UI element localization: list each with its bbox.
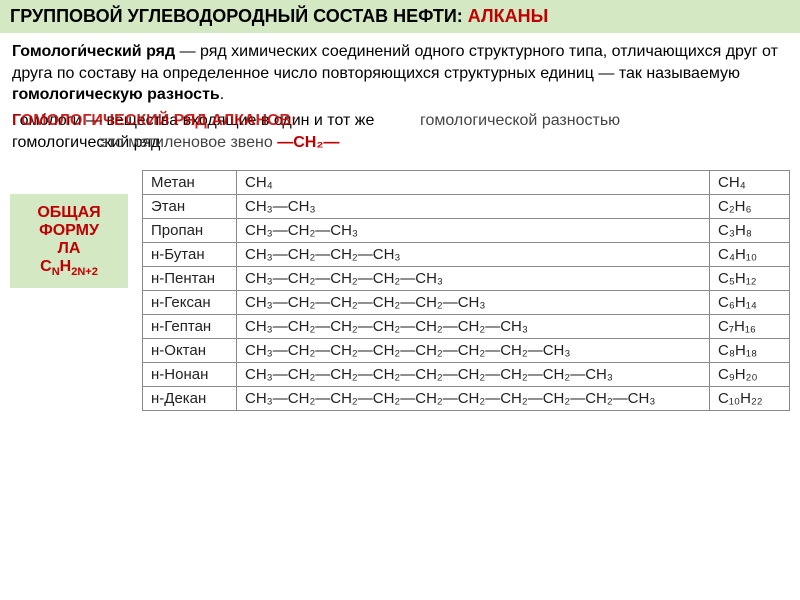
behind-text-1: гомологической разностью xyxy=(420,110,620,132)
alkane-structure: CH₃—CH₂—CH₂—CH₂—CH₃ xyxy=(237,266,710,290)
alkane-name: н-Гексан xyxy=(143,290,237,314)
alkane-molecular: C₇H₁₆ xyxy=(710,314,790,338)
alkane-name: Метан xyxy=(143,170,237,194)
alkane-structure: CH₃—CH₂—CH₂—CH₃ xyxy=(237,242,710,266)
header-alkany: АЛКАНЫ xyxy=(468,6,548,26)
general-formula-box: ОБЩАЯ ФОРМУ ЛА CNH2N+2 xyxy=(10,194,128,288)
header-prefix: ГРУППОВОЙ УГЛЕВОДОРОДНЫЙ СОСТАВ НЕФТИ: xyxy=(10,6,468,26)
table-row: н-ОктанCH₃—CH₂—CH₂—CH₂—CH₂—CH₂—CH₂—CH₃C₈… xyxy=(143,338,790,362)
alkane-molecular: C₉H₂₀ xyxy=(710,362,790,386)
table-row: н-ПентанCH₃—CH₂—CH₂—CH₂—CH₃C₅H₁₂ xyxy=(143,266,790,290)
alkane-name: н-Бутан xyxy=(143,242,237,266)
red-heading: ГОМОЛОГИЧЕСКИЙ РЯД АЛКАНОВ: xyxy=(12,110,296,132)
table-row: ПропанCH₃—CH₂—CH₃C₃H₈ xyxy=(143,218,790,242)
formula-l3: ЛА xyxy=(18,240,120,258)
alkane-structure: CH₃—CH₂—CH₂—CH₂—CH₂—CH₂—CH₂—CH₂—CH₂—CH₃ xyxy=(237,386,710,410)
definition-term: Гомологи́ческий ряд xyxy=(12,43,175,60)
table-row: н-ГексанCH₃—CH₂—CH₂—CH₂—CH₂—CH₃C₆H₁₄ xyxy=(143,290,790,314)
alkane-molecular: C₃H₈ xyxy=(710,218,790,242)
definition-block: Гомологи́ческий ряд — ряд химических сое… xyxy=(0,33,800,110)
table-row: ЭтанCH₃—CH₃C₂H₆ xyxy=(143,194,790,218)
alkane-structure: CH₃—CH₃ xyxy=(237,194,710,218)
formula-n2: 2N+2 xyxy=(71,266,98,278)
alkanes-tbody: МетанCH₄CH₄ЭтанCH₃—CH₃C₂H₆ПропанCH₃—CH₂—… xyxy=(143,170,790,410)
alkanes-table: МетанCH₄CH₄ЭтанCH₃—CH₃C₂H₆ПропанCH₃—CH₂—… xyxy=(142,170,790,411)
overlap-region: Гомо́логи — вещества входящие в один и т… xyxy=(0,110,800,158)
formula-h: H xyxy=(60,258,72,275)
alkane-structure: CH₃—CH₂—CH₂—CH₂—CH₂—CH₃ xyxy=(237,290,710,314)
methylene-text: это метиленовое звено xyxy=(100,134,277,151)
alkane-molecular: C₁₀H₂₂ xyxy=(710,386,790,410)
alkane-structure: CH₃—CH₂—CH₂—CH₂—CH₂—CH₂—CH₃ xyxy=(237,314,710,338)
alkane-molecular: C₅H₁₂ xyxy=(710,266,790,290)
alkane-name: н-Пентан xyxy=(143,266,237,290)
definition-dash: — xyxy=(175,43,200,60)
formula-expr: CNH2N+2 xyxy=(18,258,120,278)
alkane-name: Пропан xyxy=(143,218,237,242)
table-row: н-БутанCH₃—CH₂—CH₂—CH₃C₄H₁₀ xyxy=(143,242,790,266)
alkane-structure: CH₃—CH₂—CH₃ xyxy=(237,218,710,242)
table-row: н-НонанCH₃—CH₂—CH₂—CH₂—CH₂—CH₂—CH₂—CH₂—C… xyxy=(143,362,790,386)
definition-term2: гомологическую разность xyxy=(12,86,220,103)
alkane-name: Этан xyxy=(143,194,237,218)
main-content-row: ОБЩАЯ ФОРМУ ЛА CNH2N+2 МетанCH₄CH₄ЭтанCH… xyxy=(0,158,800,411)
table-row: МетанCH₄CH₄ xyxy=(143,170,790,194)
formula-c: C xyxy=(40,258,52,275)
alkane-name: н-Декан xyxy=(143,386,237,410)
formula-l1: ОБЩАЯ xyxy=(18,204,120,222)
definition-period: . xyxy=(220,86,224,103)
slide-header: ГРУППОВОЙ УГЛЕВОДОРОДНЫЙ СОСТАВ НЕФТИ: А… xyxy=(0,0,800,33)
formula-l2: ФОРМУ xyxy=(18,222,120,240)
alkane-molecular: C₆H₁₄ xyxy=(710,290,790,314)
alkane-name: н-Гептан xyxy=(143,314,237,338)
formula-n1: N xyxy=(52,266,60,278)
alkane-name: н-Нонан xyxy=(143,362,237,386)
alkane-structure: CH₃—CH₂—CH₂—CH₂—CH₂—CH₂—CH₂—CH₃ xyxy=(237,338,710,362)
alkane-molecular: C₂H₆ xyxy=(710,194,790,218)
alkane-structure: CH₄ xyxy=(237,170,710,194)
alkane-molecular: C₈H₁₈ xyxy=(710,338,790,362)
behind-text-2: это метиленовое звено —CH₂— xyxy=(100,132,339,154)
ch2-formula: —CH₂— xyxy=(277,134,339,151)
table-row: н-ДеканCH₃—CH₂—CH₂—CH₂—CH₂—CH₂—CH₂—CH₂—C… xyxy=(143,386,790,410)
alkane-molecular: CH₄ xyxy=(710,170,790,194)
table-row: н-ГептанCH₃—CH₂—CH₂—CH₂—CH₂—CH₂—CH₃C₇H₁₆ xyxy=(143,314,790,338)
alkane-molecular: C₄H₁₀ xyxy=(710,242,790,266)
alkane-name: н-Октан xyxy=(143,338,237,362)
alkane-structure: CH₃—CH₂—CH₂—CH₂—CH₂—CH₂—CH₂—CH₂—CH₃ xyxy=(237,362,710,386)
